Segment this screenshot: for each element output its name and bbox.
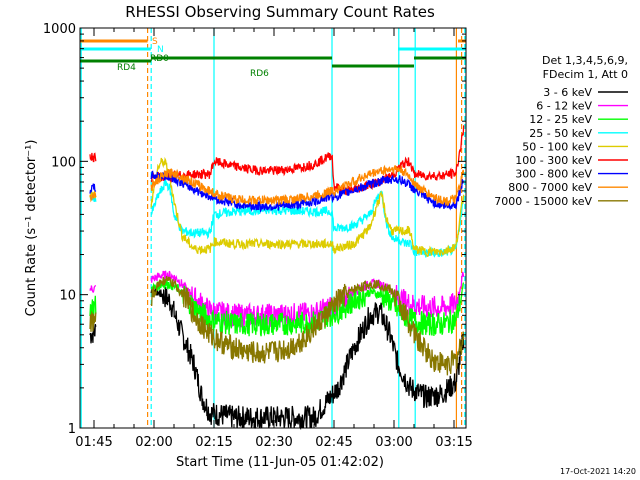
- state-bar-label-0: S: [152, 37, 158, 47]
- series-line-4-1: [150, 156, 465, 257]
- series-line-8-0: [89, 310, 97, 332]
- series-line-6-0: [89, 183, 97, 194]
- xtick-label-5: 03:00: [375, 435, 412, 450]
- ytick-label-0: 1: [68, 422, 76, 437]
- legend-label-7: 800 - 7000 keV: [508, 181, 592, 194]
- xtick-label-2: 02:15: [195, 435, 232, 450]
- y-axis-label: Count Rate (s⁻¹ detector⁻¹): [24, 140, 39, 317]
- series-line-5-1: [150, 125, 465, 196]
- series-line-0-0: [89, 323, 97, 344]
- xtick-label-4: 02:45: [315, 435, 352, 450]
- chart-title: RHESSI Observing Summary Count Rates: [125, 3, 435, 21]
- legend-label-4: 50 - 100 keV: [522, 140, 592, 153]
- series-line-7-1: [150, 164, 465, 207]
- legend-label-5: 100 - 300 keV: [515, 154, 592, 167]
- state-bar-label-3: RD0: [150, 54, 169, 64]
- legend-label-8: 7000 - 15000 keV: [494, 195, 592, 208]
- series-line-8-1: [150, 275, 465, 376]
- legend-label-2: 12 - 25 keV: [529, 113, 592, 126]
- state-bar-label-4: RD6: [250, 69, 269, 79]
- xtick-label-3: 02:30: [255, 435, 292, 450]
- ytick-label-2: 100: [51, 155, 76, 170]
- ytick-label-1: 10: [59, 289, 76, 304]
- series-line-3-1: [150, 178, 465, 258]
- state-bars: SN RD4 RD0 RD6: [80, 37, 466, 79]
- series-line-6-1: [150, 170, 464, 214]
- legend-label-6: 300 - 800 keV: [515, 168, 592, 181]
- xtick-label-0: 01:45: [75, 435, 112, 450]
- legend-label-1: 6 - 12 keV: [536, 100, 592, 113]
- legend: Det 1,3,4,5,6,9, FDecim 1, Att 0 3 - 6 k…: [494, 54, 628, 208]
- state-bar-label-1: N: [157, 45, 164, 55]
- legend-header-2: FDecim 1, Att 0: [543, 68, 628, 81]
- xtick-label-1: 02:00: [135, 435, 172, 450]
- series-group: [89, 125, 465, 431]
- plot-frame: [79, 27, 467, 429]
- state-bar-label-2: RD4: [117, 63, 136, 73]
- legend-label-3: 25 - 50 keV: [529, 127, 592, 140]
- legend-label-0: 3 - 6 keV: [543, 86, 592, 99]
- xtick-label-6: 03:15: [435, 435, 472, 450]
- x-axis-label: Start Time (11-Jun-05 01:42:02): [176, 455, 384, 470]
- legend-header-1: Det 1,3,4,5,6,9,: [542, 54, 628, 67]
- footer-stamp: 17-Oct-2021 14:20: [560, 467, 636, 476]
- y-axis: 1 10 100 1000: [43, 22, 466, 437]
- series-line-1-0: [89, 285, 97, 293]
- series-line-5-0: [89, 152, 97, 163]
- series-line-0-1: [150, 286, 465, 431]
- x-axis: 01:45 02:00 02:15 02:30 02:45 03:00 03:15: [75, 28, 473, 450]
- series-line-7-0: [89, 190, 97, 203]
- ytick-label-3: 1000: [43, 22, 76, 37]
